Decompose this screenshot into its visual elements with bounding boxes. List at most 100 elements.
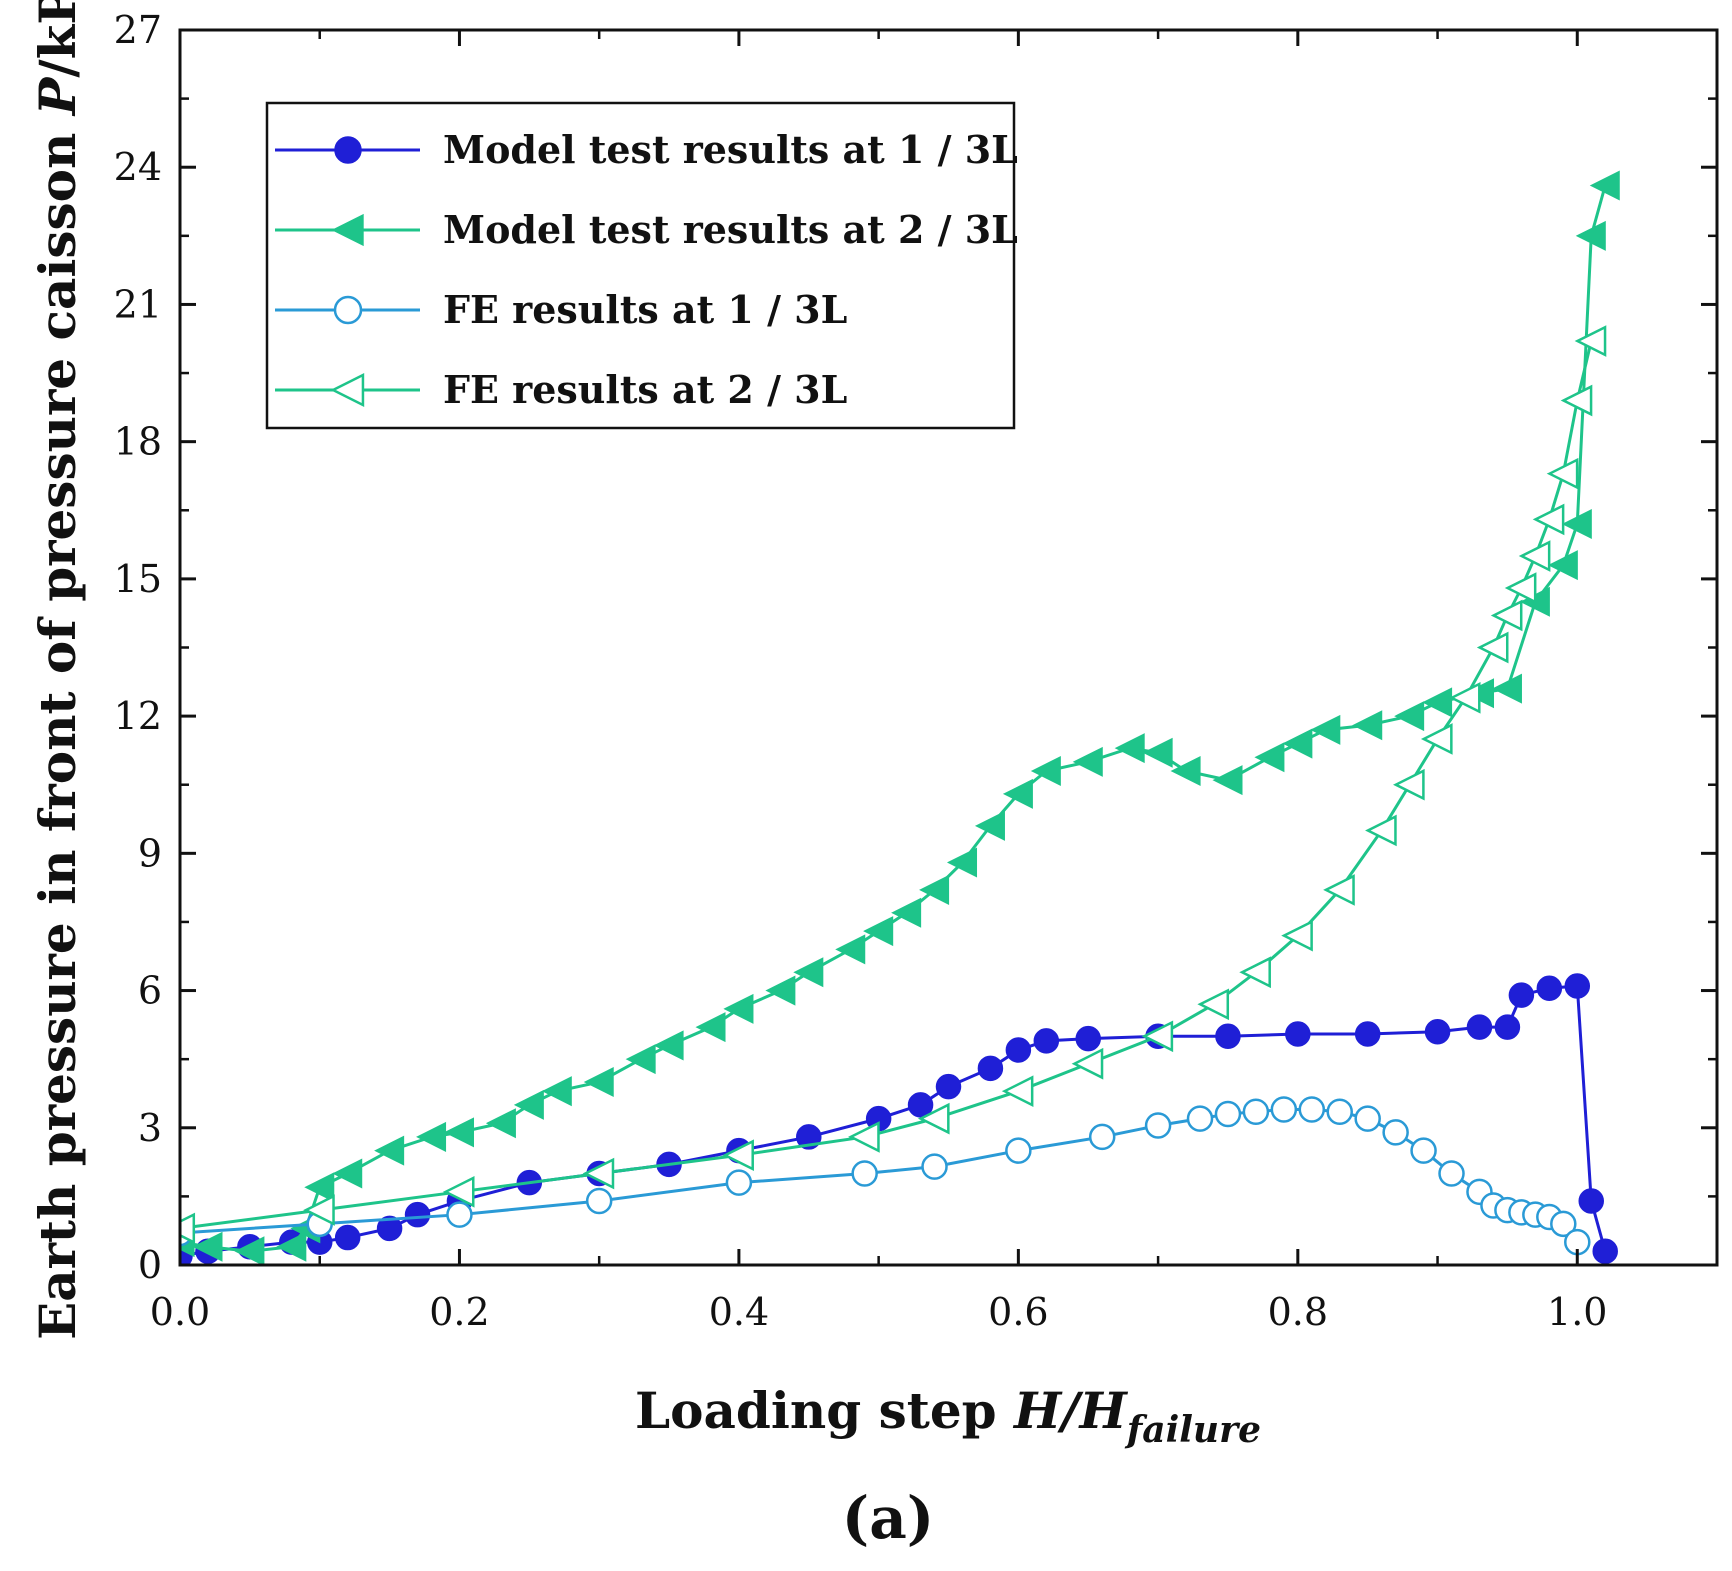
series-2-point (1114, 733, 1145, 764)
legend-box (265, 101, 1016, 430)
series-1-point (1536, 975, 1563, 1002)
series-2-point (625, 1044, 656, 1075)
series-1-point (334, 1224, 361, 1251)
series-1-point (1508, 982, 1535, 1008)
series-2-point (946, 847, 978, 878)
series-3-point (1005, 1137, 1032, 1164)
series-4-point (180, 1212, 196, 1245)
y-axis-title: Earth pressure in front of pressure cais… (28, 0, 87, 1340)
series-3-point (585, 1187, 613, 1215)
legend-label: FE results at 1 / 3L (443, 287, 847, 332)
series-2-point (1282, 728, 1313, 759)
legend-swatch-marker (330, 373, 365, 407)
plot-area (180, 170, 1620, 1265)
series-4-point (917, 1102, 950, 1135)
series-4-point (722, 1139, 754, 1172)
series-1-point (1466, 1014, 1493, 1040)
series-2-point (1422, 687, 1453, 718)
series-4-point (1197, 988, 1230, 1021)
series-1-point (1005, 1037, 1032, 1063)
series-1-point (1075, 1025, 1101, 1052)
series-2-point (1589, 170, 1620, 201)
series-4-point (1546, 457, 1579, 490)
series-1-point (1578, 1188, 1604, 1214)
series-4-point (1476, 631, 1509, 664)
series-1-point (1354, 1021, 1381, 1047)
axes: 0.0 0.2 0.4 0.6 0.8 1.0 0 3 6 9 12 15 18 21 24 27 (114, 8, 1719, 1334)
series-2-point (332, 1158, 363, 1189)
series-4-point (1504, 572, 1537, 604)
series-4-line (180, 340, 1593, 1230)
series-3-point (1144, 1112, 1172, 1139)
series-3-point (446, 1201, 473, 1228)
series-3-point (725, 1169, 753, 1196)
series-4-point (1448, 681, 1481, 714)
legend-label: Model test results at 2 / 3L (443, 207, 1018, 252)
series-1-point (1424, 1018, 1451, 1045)
series-2-point (891, 897, 922, 928)
x-axis-title-subscript: failure (1124, 1409, 1261, 1451)
series-2-point (374, 1135, 405, 1166)
x-tick-label: 1.0 (1547, 1290, 1607, 1334)
x-tick-label: 0.0 (150, 1290, 210, 1334)
series-2-point (443, 1117, 475, 1148)
series-2-point (304, 1172, 335, 1203)
y-tick-label: 24 (114, 145, 162, 189)
x-tick-label: 0.6 (988, 1290, 1048, 1334)
series-2-point (793, 957, 824, 988)
series-3-point (1550, 1210, 1577, 1238)
series-3-point (1326, 1098, 1353, 1126)
series-2-point (541, 1076, 572, 1107)
series-2-point (276, 1231, 307, 1262)
series-2-point (919, 874, 950, 905)
series-4-point (1490, 599, 1523, 632)
series-4-point (442, 1175, 475, 1208)
series-2-point (765, 975, 796, 1006)
y-tick-label: 18 (114, 420, 162, 464)
series-2-point (695, 1012, 726, 1043)
panel-label: (a) (842, 1484, 934, 1552)
series-2-point (835, 934, 866, 965)
series-4-point (1560, 384, 1593, 417)
series-2-point (513, 1089, 544, 1120)
series-1-point (977, 1055, 1004, 1082)
series-3-point (1270, 1096, 1298, 1123)
series-2-point (485, 1108, 516, 1139)
legend-swatch-marker (334, 136, 362, 164)
series-2-point (1142, 737, 1173, 768)
series-2-point (234, 1236, 265, 1265)
series-2-point (863, 916, 894, 947)
x-tick-label: 0.2 (429, 1290, 489, 1334)
series-1-point (1592, 1238, 1618, 1265)
series-3-point (1298, 1096, 1326, 1123)
y-axis-title-main: Earth pressure in front of pressure cais… (28, 115, 87, 1340)
y-tick-label: 3 (138, 1106, 162, 1150)
series-2-point (1002, 778, 1033, 809)
series-3-point (1214, 1100, 1242, 1128)
series-4-point (1574, 325, 1607, 357)
series-2-point (1394, 701, 1425, 732)
series-3-point (851, 1160, 878, 1187)
series-2-point (1030, 755, 1061, 787)
series-4-point (848, 1121, 880, 1153)
series-4-point (1239, 956, 1271, 989)
y-tick-label: 15 (114, 557, 162, 601)
series-2-point (1352, 710, 1383, 741)
x-tick-label: 0.4 (709, 1290, 769, 1334)
y-tick-label: 9 (138, 831, 162, 875)
legend-label: Model test results at 1 / 3L (443, 127, 1018, 172)
x-axis-title-variable: H/H (1012, 1381, 1129, 1440)
legend-swatch-marker (331, 213, 364, 247)
series-4-point (1420, 723, 1453, 755)
series-1-point (1285, 1021, 1311, 1047)
x-tick-label: 0.8 (1268, 1290, 1328, 1334)
y-tick-label: 0 (138, 1243, 162, 1287)
series-1-point (907, 1092, 934, 1118)
series-4-point (1393, 768, 1425, 801)
series-1-point (1215, 1023, 1241, 1050)
series-1-point (376, 1215, 403, 1242)
series-4-point (1532, 503, 1565, 536)
series-4-point (1365, 814, 1397, 847)
y-tick-label: 21 (114, 282, 162, 326)
series-3-point (1382, 1119, 1409, 1146)
